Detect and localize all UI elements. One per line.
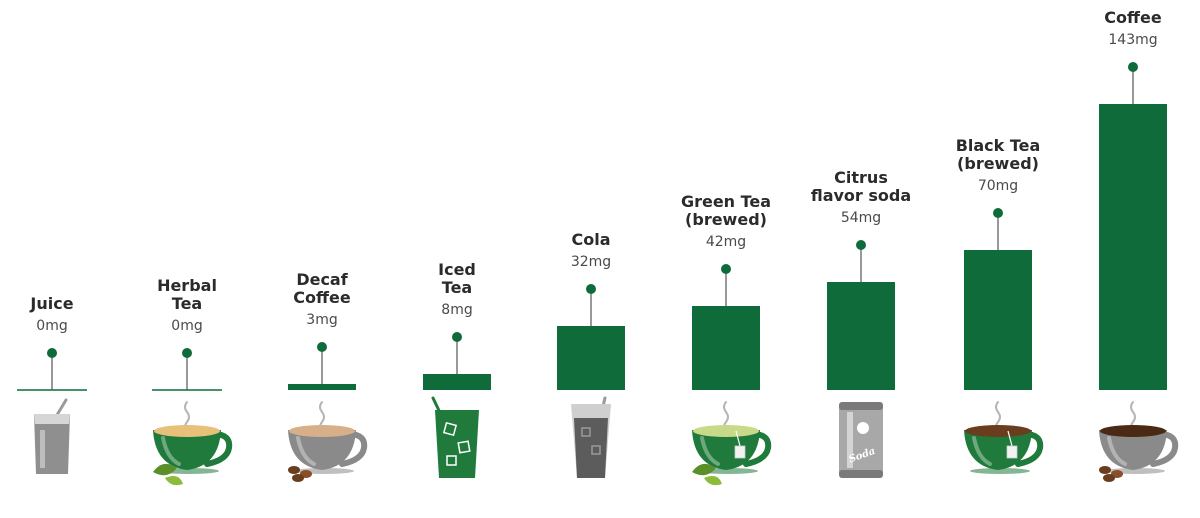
category-label: Black Tea	[956, 136, 1041, 155]
pin-dot	[1128, 62, 1138, 72]
bar	[288, 384, 356, 390]
decaf-coffee-cup-icon	[288, 401, 368, 482]
category-label: Juice	[29, 294, 73, 313]
value-label: 54mg	[841, 210, 881, 226]
value-label: 0mg	[171, 318, 202, 334]
bar	[1099, 104, 1167, 390]
green-tea-cup-icon	[692, 401, 772, 486]
category-label: Citrus	[834, 168, 888, 187]
bar	[692, 306, 760, 390]
bar	[827, 282, 895, 390]
bar	[964, 250, 1032, 390]
pin-dot	[993, 208, 1003, 218]
pin-dot	[452, 332, 462, 342]
herbal-tea-cup-icon	[153, 401, 233, 486]
category-label: Tea	[172, 294, 202, 313]
category-label: (brewed)	[685, 210, 767, 229]
cola-glass-icon	[571, 396, 611, 478]
black-tea-cup-icon	[964, 401, 1044, 474]
pin-dot	[721, 264, 731, 274]
pin-dot	[586, 284, 596, 294]
category-label: Iced	[438, 260, 476, 279]
value-label: 8mg	[441, 302, 472, 318]
soda-can-icon: Soda	[839, 402, 883, 478]
category-label: (brewed)	[957, 154, 1039, 173]
value-label: 42mg	[706, 234, 746, 250]
category-label: Herbal	[157, 276, 217, 295]
pin-dot	[182, 348, 192, 358]
value-label: 0mg	[36, 318, 67, 334]
value-label: 3mg	[306, 312, 337, 328]
pin-dot	[317, 342, 327, 352]
category-label: Cola	[571, 230, 610, 249]
coffee-cup-icon	[1099, 401, 1179, 482]
value-label: 70mg	[978, 178, 1018, 194]
category-label: Coffee	[293, 288, 351, 307]
iced-tea-glass-icon	[431, 396, 479, 478]
category-label: Coffee	[1104, 8, 1162, 27]
value-label: 32mg	[571, 254, 611, 270]
category-label: Decaf	[296, 270, 348, 289]
bar	[423, 374, 491, 390]
pin-dot	[856, 240, 866, 250]
juice-glass-icon	[34, 398, 70, 474]
pin-dot	[47, 348, 57, 358]
value-label: 143mg	[1108, 32, 1157, 48]
category-label: Tea	[442, 278, 472, 297]
bar	[557, 326, 625, 390]
category-label: flavor soda	[811, 186, 911, 205]
category-label: Green Tea	[681, 192, 771, 211]
